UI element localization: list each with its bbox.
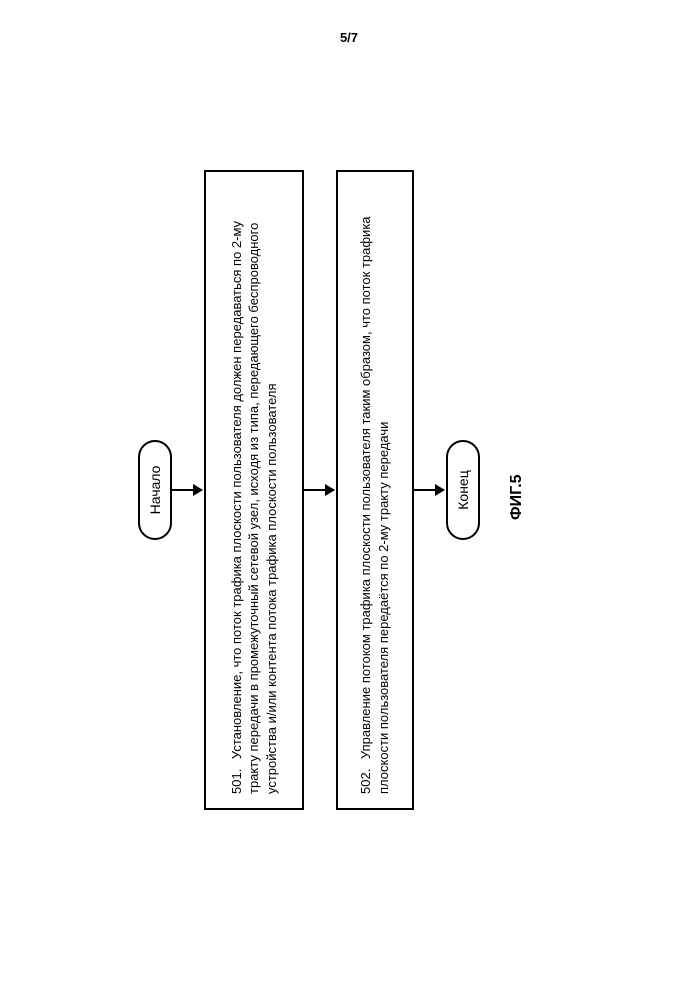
arrow-501-to-502: [304, 489, 334, 491]
terminator-start: Начало: [138, 440, 172, 540]
terminator-end: Конец: [446, 440, 480, 540]
process-501-num: 501.: [229, 769, 244, 794]
process-502-text: Управление потоком трафика плоскости пол…: [358, 216, 391, 794]
arrow-502-to-end: [414, 489, 444, 491]
arrow-start-to-501: [172, 489, 202, 491]
page-number: 5/7: [0, 30, 698, 45]
figure-caption: ФИГ.5: [508, 474, 526, 520]
process-501-text: Установление, что поток трафика плоскост…: [229, 221, 279, 794]
figure-area: Начало 501. Установление, что поток траф…: [138, 130, 558, 850]
process-502: 502. Управление потоком трафика плоскост…: [336, 170, 414, 810]
process-501: 501. Установление, что поток трафика пло…: [204, 170, 304, 810]
process-502-num: 502.: [358, 769, 373, 794]
end-label: Конец: [455, 470, 471, 509]
flowchart: Начало 501. Установление, что поток траф…: [138, 130, 558, 850]
start-label: Начало: [147, 466, 163, 515]
